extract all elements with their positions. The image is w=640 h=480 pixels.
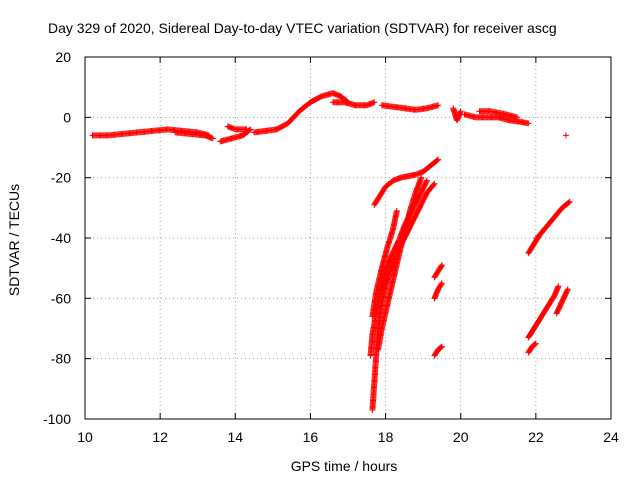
series-sat-d xyxy=(224,123,250,133)
series-sat-g xyxy=(378,102,442,113)
series-sat-s xyxy=(431,343,445,359)
series-sat-k xyxy=(562,132,569,139)
data-point xyxy=(243,126,250,133)
chart-title: Day 329 of 2020, Sidereal Day-to-day VTE… xyxy=(48,20,557,36)
series-sat-b xyxy=(172,129,216,142)
y-tick-label: 20 xyxy=(55,49,71,65)
x-tick-label: 14 xyxy=(227,429,243,445)
data-point xyxy=(555,283,562,290)
y-tick-label: -80 xyxy=(51,351,71,367)
data-point xyxy=(438,262,445,269)
data-point xyxy=(532,341,539,348)
data-point xyxy=(438,280,445,287)
data-point xyxy=(246,127,253,134)
data-point xyxy=(566,198,573,205)
y-axis-label: SDTVAR / TECUs xyxy=(6,184,22,296)
plot-frame xyxy=(84,56,612,420)
data-point xyxy=(565,199,572,206)
y-tick-label: -40 xyxy=(51,230,71,246)
series-sat-p xyxy=(371,156,442,208)
x-tick-label: 18 xyxy=(378,429,394,445)
x-axis-label: GPS time / hours xyxy=(291,458,398,474)
series-sat-f xyxy=(329,99,378,109)
x-tick-label: 24 xyxy=(603,429,619,445)
data-point xyxy=(438,263,445,270)
tick-labels: 10 12 14 16 18 20 22 24 -100 -80 -60 -40 -20 0 20 xyxy=(43,49,619,445)
data-point xyxy=(532,340,539,347)
data-point xyxy=(532,235,539,241)
data-point xyxy=(435,156,442,163)
data-points xyxy=(89,90,573,413)
data-point xyxy=(525,120,532,127)
series-sat-t xyxy=(525,198,573,257)
series-sat-e xyxy=(251,90,351,136)
data-point xyxy=(418,174,425,181)
series-sat-q xyxy=(431,262,445,281)
series-sat-v xyxy=(525,283,562,341)
x-tick-label: 22 xyxy=(528,429,544,445)
x-tick-label: 16 xyxy=(303,429,319,445)
data-point xyxy=(423,177,430,184)
data-point xyxy=(514,114,521,121)
x-tick-label: 20 xyxy=(453,429,469,445)
series-sat-r xyxy=(431,280,445,302)
y-tick-label: -20 xyxy=(51,170,71,186)
y-tick-label: -60 xyxy=(51,290,71,306)
y-tick-label: 0 xyxy=(63,109,71,125)
data-point xyxy=(371,99,378,106)
data-point xyxy=(438,281,445,288)
x-tick-label: 12 xyxy=(152,429,168,445)
y-tick-label: -100 xyxy=(43,411,71,427)
axis-ticks xyxy=(84,56,612,420)
data-point xyxy=(431,180,438,187)
series-sat-w xyxy=(553,286,571,317)
data-point xyxy=(562,132,569,139)
data-point xyxy=(393,207,400,214)
series-sat-n xyxy=(369,207,400,320)
data-point xyxy=(435,102,442,109)
data-point xyxy=(430,181,437,188)
data-point xyxy=(423,178,430,185)
data-point xyxy=(434,157,441,164)
series-sat-o xyxy=(375,174,425,353)
data-point xyxy=(438,344,445,351)
series-sat-h xyxy=(450,105,464,124)
data-point xyxy=(564,286,571,293)
grid xyxy=(85,57,611,419)
data-point xyxy=(457,108,464,115)
data-point xyxy=(438,343,445,350)
series-sat-x xyxy=(525,340,539,356)
series-sat-j xyxy=(476,108,521,121)
series-sat-u xyxy=(532,235,539,241)
data-point xyxy=(209,135,216,142)
x-tick-label: 10 xyxy=(77,429,93,445)
